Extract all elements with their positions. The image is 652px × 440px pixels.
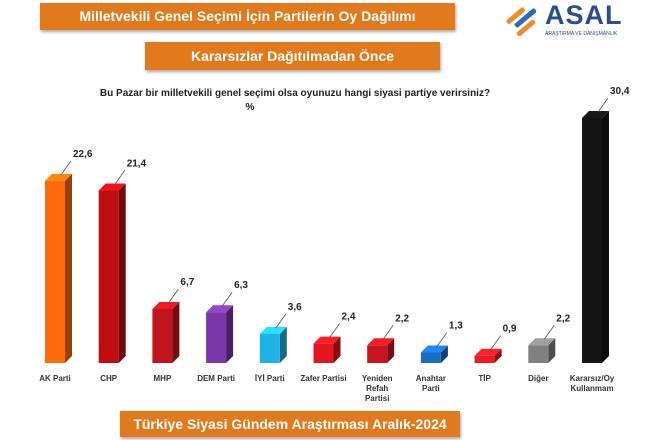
x-tick-label: Kararsız/Oy Kullanmam bbox=[569, 374, 615, 393]
bar-side bbox=[118, 183, 126, 363]
footer: Türkiye Siyasi Gündem Araştırması Aralık… bbox=[120, 411, 460, 437]
bar bbox=[420, 345, 448, 363]
bar bbox=[474, 348, 502, 363]
bar-side bbox=[226, 305, 234, 363]
x-tick-label: Anahtar Parti bbox=[415, 374, 446, 393]
leader-line bbox=[490, 335, 501, 350]
chart-title: Milletvekili Genel Seçimi İçin Partileri… bbox=[40, 3, 455, 30]
bar-front bbox=[45, 180, 65, 363]
bar-front bbox=[259, 333, 280, 363]
bar-front bbox=[420, 352, 441, 363]
bar-front bbox=[206, 312, 227, 363]
bar-top bbox=[206, 305, 234, 313]
value-label: 2,2 bbox=[556, 313, 570, 324]
bar-side bbox=[602, 111, 609, 363]
value-label: 0,9 bbox=[503, 324, 517, 335]
bar-top bbox=[98, 183, 126, 191]
bar-top bbox=[45, 173, 72, 181]
bar-front bbox=[367, 345, 388, 363]
bar bbox=[206, 305, 234, 363]
bar bbox=[98, 183, 126, 363]
value-label: 2,2 bbox=[395, 313, 409, 324]
bar-side bbox=[387, 338, 395, 363]
logo-icon bbox=[506, 7, 537, 36]
value-label: 30,4 bbox=[610, 86, 630, 97]
x-tick-label: Zafer Partisi bbox=[300, 374, 347, 383]
leader-line bbox=[221, 291, 233, 307]
bar-side bbox=[440, 345, 448, 363]
chart-subtitle: Kararsızlar Dağıtılmadan Önce bbox=[145, 42, 440, 70]
bar bbox=[528, 338, 556, 363]
bar-front bbox=[313, 343, 334, 363]
x-tick-label: Diğer bbox=[528, 374, 549, 383]
bar-top bbox=[152, 302, 180, 310]
bar-top bbox=[313, 336, 341, 344]
unit: % bbox=[245, 102, 255, 113]
bar-front bbox=[98, 190, 119, 363]
logo-tagline: ARAŞTIRMA VE DANIŞMANLIK bbox=[545, 31, 618, 37]
bar bbox=[367, 338, 395, 363]
x-tick-label: CHP bbox=[100, 374, 118, 383]
value-label: 6,3 bbox=[234, 280, 248, 291]
question: Bu Pazar bir milletvekili genel seçimi o… bbox=[99, 88, 491, 99]
leader-line bbox=[597, 97, 609, 113]
x-tick-label: AK Parti bbox=[39, 374, 71, 383]
bar-front bbox=[528, 345, 549, 363]
leader-line bbox=[543, 325, 555, 340]
bar bbox=[582, 111, 609, 363]
bar-top bbox=[474, 348, 502, 356]
bar-side bbox=[279, 326, 287, 363]
leader-line bbox=[329, 323, 340, 338]
value-label: 6,7 bbox=[180, 277, 194, 288]
leader-line bbox=[114, 170, 126, 185]
bar-top bbox=[259, 326, 287, 334]
logo-name: ASAL bbox=[545, 0, 623, 30]
value-label: 1,3 bbox=[449, 321, 463, 332]
leader-line bbox=[382, 325, 394, 340]
bar-top bbox=[528, 338, 556, 346]
value-label: 21,4 bbox=[127, 159, 147, 170]
value-label: 2,4 bbox=[342, 312, 356, 323]
bar bbox=[259, 326, 287, 363]
x-tick-label: Yeniden Refah Partisi bbox=[361, 374, 393, 403]
bar-side bbox=[65, 173, 72, 363]
bar-front bbox=[152, 309, 173, 363]
leader-line bbox=[60, 160, 72, 176]
bar-side bbox=[548, 338, 556, 363]
value-label: 22,6 bbox=[73, 149, 93, 160]
x-tick-label: DEM Parti bbox=[197, 374, 235, 383]
value-label: 3,6 bbox=[288, 302, 302, 313]
leader-line bbox=[168, 288, 179, 304]
bar-top bbox=[367, 338, 395, 346]
leader-line bbox=[275, 313, 287, 329]
bar bbox=[313, 336, 341, 363]
bar-side bbox=[494, 348, 502, 363]
bar-top bbox=[420, 345, 448, 353]
x-tick-label: MHP bbox=[153, 374, 172, 383]
bar bbox=[45, 173, 72, 363]
bar-front bbox=[582, 118, 602, 363]
x-tick-label: TİP bbox=[478, 374, 491, 383]
leader-line bbox=[436, 332, 448, 347]
bar-top bbox=[582, 111, 609, 118]
bar-side bbox=[333, 336, 341, 363]
bar-side bbox=[172, 302, 180, 363]
x-tick-label: İYİ Parti bbox=[254, 374, 285, 383]
bar bbox=[152, 302, 180, 363]
bar-front bbox=[474, 355, 495, 363]
